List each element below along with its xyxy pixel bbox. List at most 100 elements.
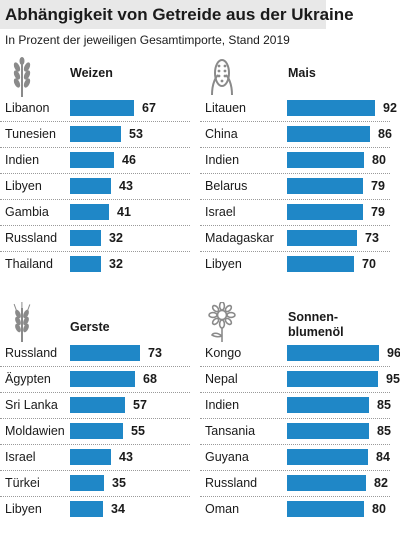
wheat-icon — [13, 57, 31, 97]
bar-row: Indien 46 — [0, 149, 200, 175]
value-label: 82 — [374, 476, 388, 490]
bar — [287, 178, 363, 194]
value-label: 53 — [129, 127, 143, 141]
category-label: Nepal — [205, 372, 238, 386]
row-separator — [0, 418, 190, 419]
bar-row: Israel 79 — [200, 201, 400, 227]
barley-icon — [13, 302, 31, 342]
value-label: 86 — [378, 127, 392, 141]
row-separator — [0, 444, 190, 445]
value-label: 32 — [109, 231, 123, 245]
bar — [287, 397, 369, 413]
panel-weizen: Weizen Libanon 67 Tunesien 53 Indien 46 Libyen… — [0, 55, 200, 295]
category-label: Gambia — [5, 205, 49, 219]
bar — [70, 397, 125, 413]
value-label: 57 — [133, 398, 147, 412]
bar — [70, 501, 103, 517]
row-separator — [0, 173, 190, 174]
value-label: 41 — [117, 205, 131, 219]
bar — [287, 449, 368, 465]
category-label: Russland — [5, 231, 58, 245]
row-separator — [0, 392, 190, 393]
value-label: 92 — [383, 101, 397, 115]
row-separator — [200, 496, 390, 497]
corn-icon — [211, 59, 233, 96]
bar-row: Ägypten 68 — [0, 368, 200, 394]
bar — [287, 345, 379, 361]
bar-row: Nepal 95 — [200, 368, 400, 394]
category-label: Tunesien — [5, 127, 56, 141]
category-label: Russland — [5, 346, 58, 360]
row-separator — [0, 225, 190, 226]
category-label: Belarus — [205, 179, 248, 193]
category-label: China — [205, 127, 238, 141]
row-separator — [200, 444, 390, 445]
value-label: 80 — [372, 153, 386, 167]
category-label: Kongo — [205, 346, 242, 360]
category-label: Libyen — [5, 502, 42, 516]
chart-subtitle: In Prozent der jeweiligen Gesamtimporte,… — [5, 33, 290, 47]
bar — [70, 100, 134, 116]
category-label: Thailand — [5, 257, 53, 271]
row-separator — [200, 147, 390, 148]
panel-title-mais: Mais — [288, 66, 316, 80]
bar — [70, 449, 111, 465]
category-label: Sri Lanka — [5, 398, 58, 412]
value-label: 79 — [371, 205, 385, 219]
bar — [287, 501, 364, 517]
row-separator — [200, 251, 390, 252]
bar — [70, 204, 109, 220]
row-separator — [0, 496, 190, 497]
bar — [287, 423, 369, 439]
bar-row: Libyen 43 — [0, 175, 200, 201]
bar — [70, 126, 121, 142]
bar — [70, 475, 104, 491]
category-label: Litauen — [205, 101, 247, 115]
category-label: Israel — [5, 450, 36, 464]
value-label: 80 — [372, 502, 386, 516]
value-label: 85 — [377, 398, 391, 412]
category-label: Israel — [205, 205, 236, 219]
bar-row: Libanon 67 — [0, 97, 200, 123]
panel-title-gerste: Gerste — [70, 320, 110, 334]
value-label: 85 — [377, 424, 391, 438]
value-label: 70 — [362, 257, 376, 271]
bar — [287, 475, 366, 491]
value-label: 79 — [371, 179, 385, 193]
bar-row: Türkei 35 — [0, 472, 200, 498]
bar — [287, 126, 370, 142]
row-separator — [200, 121, 390, 122]
bar — [287, 204, 363, 220]
panel-sonnenblumenoel: Sonnen- blumenöl Kongo 96 Nepal 95 Indien 85 T… — [200, 300, 400, 540]
bar-row: Libyen 34 — [0, 498, 200, 524]
value-label: 35 — [112, 476, 126, 490]
bar-row: Tunesien 53 — [0, 123, 200, 149]
sunflower-icon — [208, 302, 236, 342]
row-separator — [0, 121, 190, 122]
row-separator — [0, 199, 190, 200]
bar — [70, 345, 140, 361]
bar-row: Tansania 85 — [200, 420, 400, 446]
bar-row: China 86 — [200, 123, 400, 149]
value-label: 46 — [122, 153, 136, 167]
row-separator — [200, 366, 390, 367]
bar-row: Libyen 70 — [200, 253, 400, 279]
category-label: Madagaskar — [205, 231, 274, 245]
bar-row: Israel 43 — [0, 446, 200, 472]
bar-row: Russland 32 — [0, 227, 200, 253]
category-label: Indien — [205, 153, 240, 167]
bar-row: Guyana 84 — [200, 446, 400, 472]
value-label: 95 — [386, 372, 400, 386]
bar — [287, 230, 357, 246]
row-separator — [200, 418, 390, 419]
bar-row: Russland 82 — [200, 472, 400, 498]
category-label: Moldawien — [5, 424, 65, 438]
bar-row: Madagaskar 73 — [200, 227, 400, 253]
category-label: Tansania — [205, 424, 256, 438]
bar-row: Thailand 32 — [0, 253, 200, 279]
bar-row: Gambia 41 — [0, 201, 200, 227]
row-separator — [200, 470, 390, 471]
row-separator — [200, 225, 390, 226]
row-separator — [200, 199, 390, 200]
bar — [287, 152, 364, 168]
